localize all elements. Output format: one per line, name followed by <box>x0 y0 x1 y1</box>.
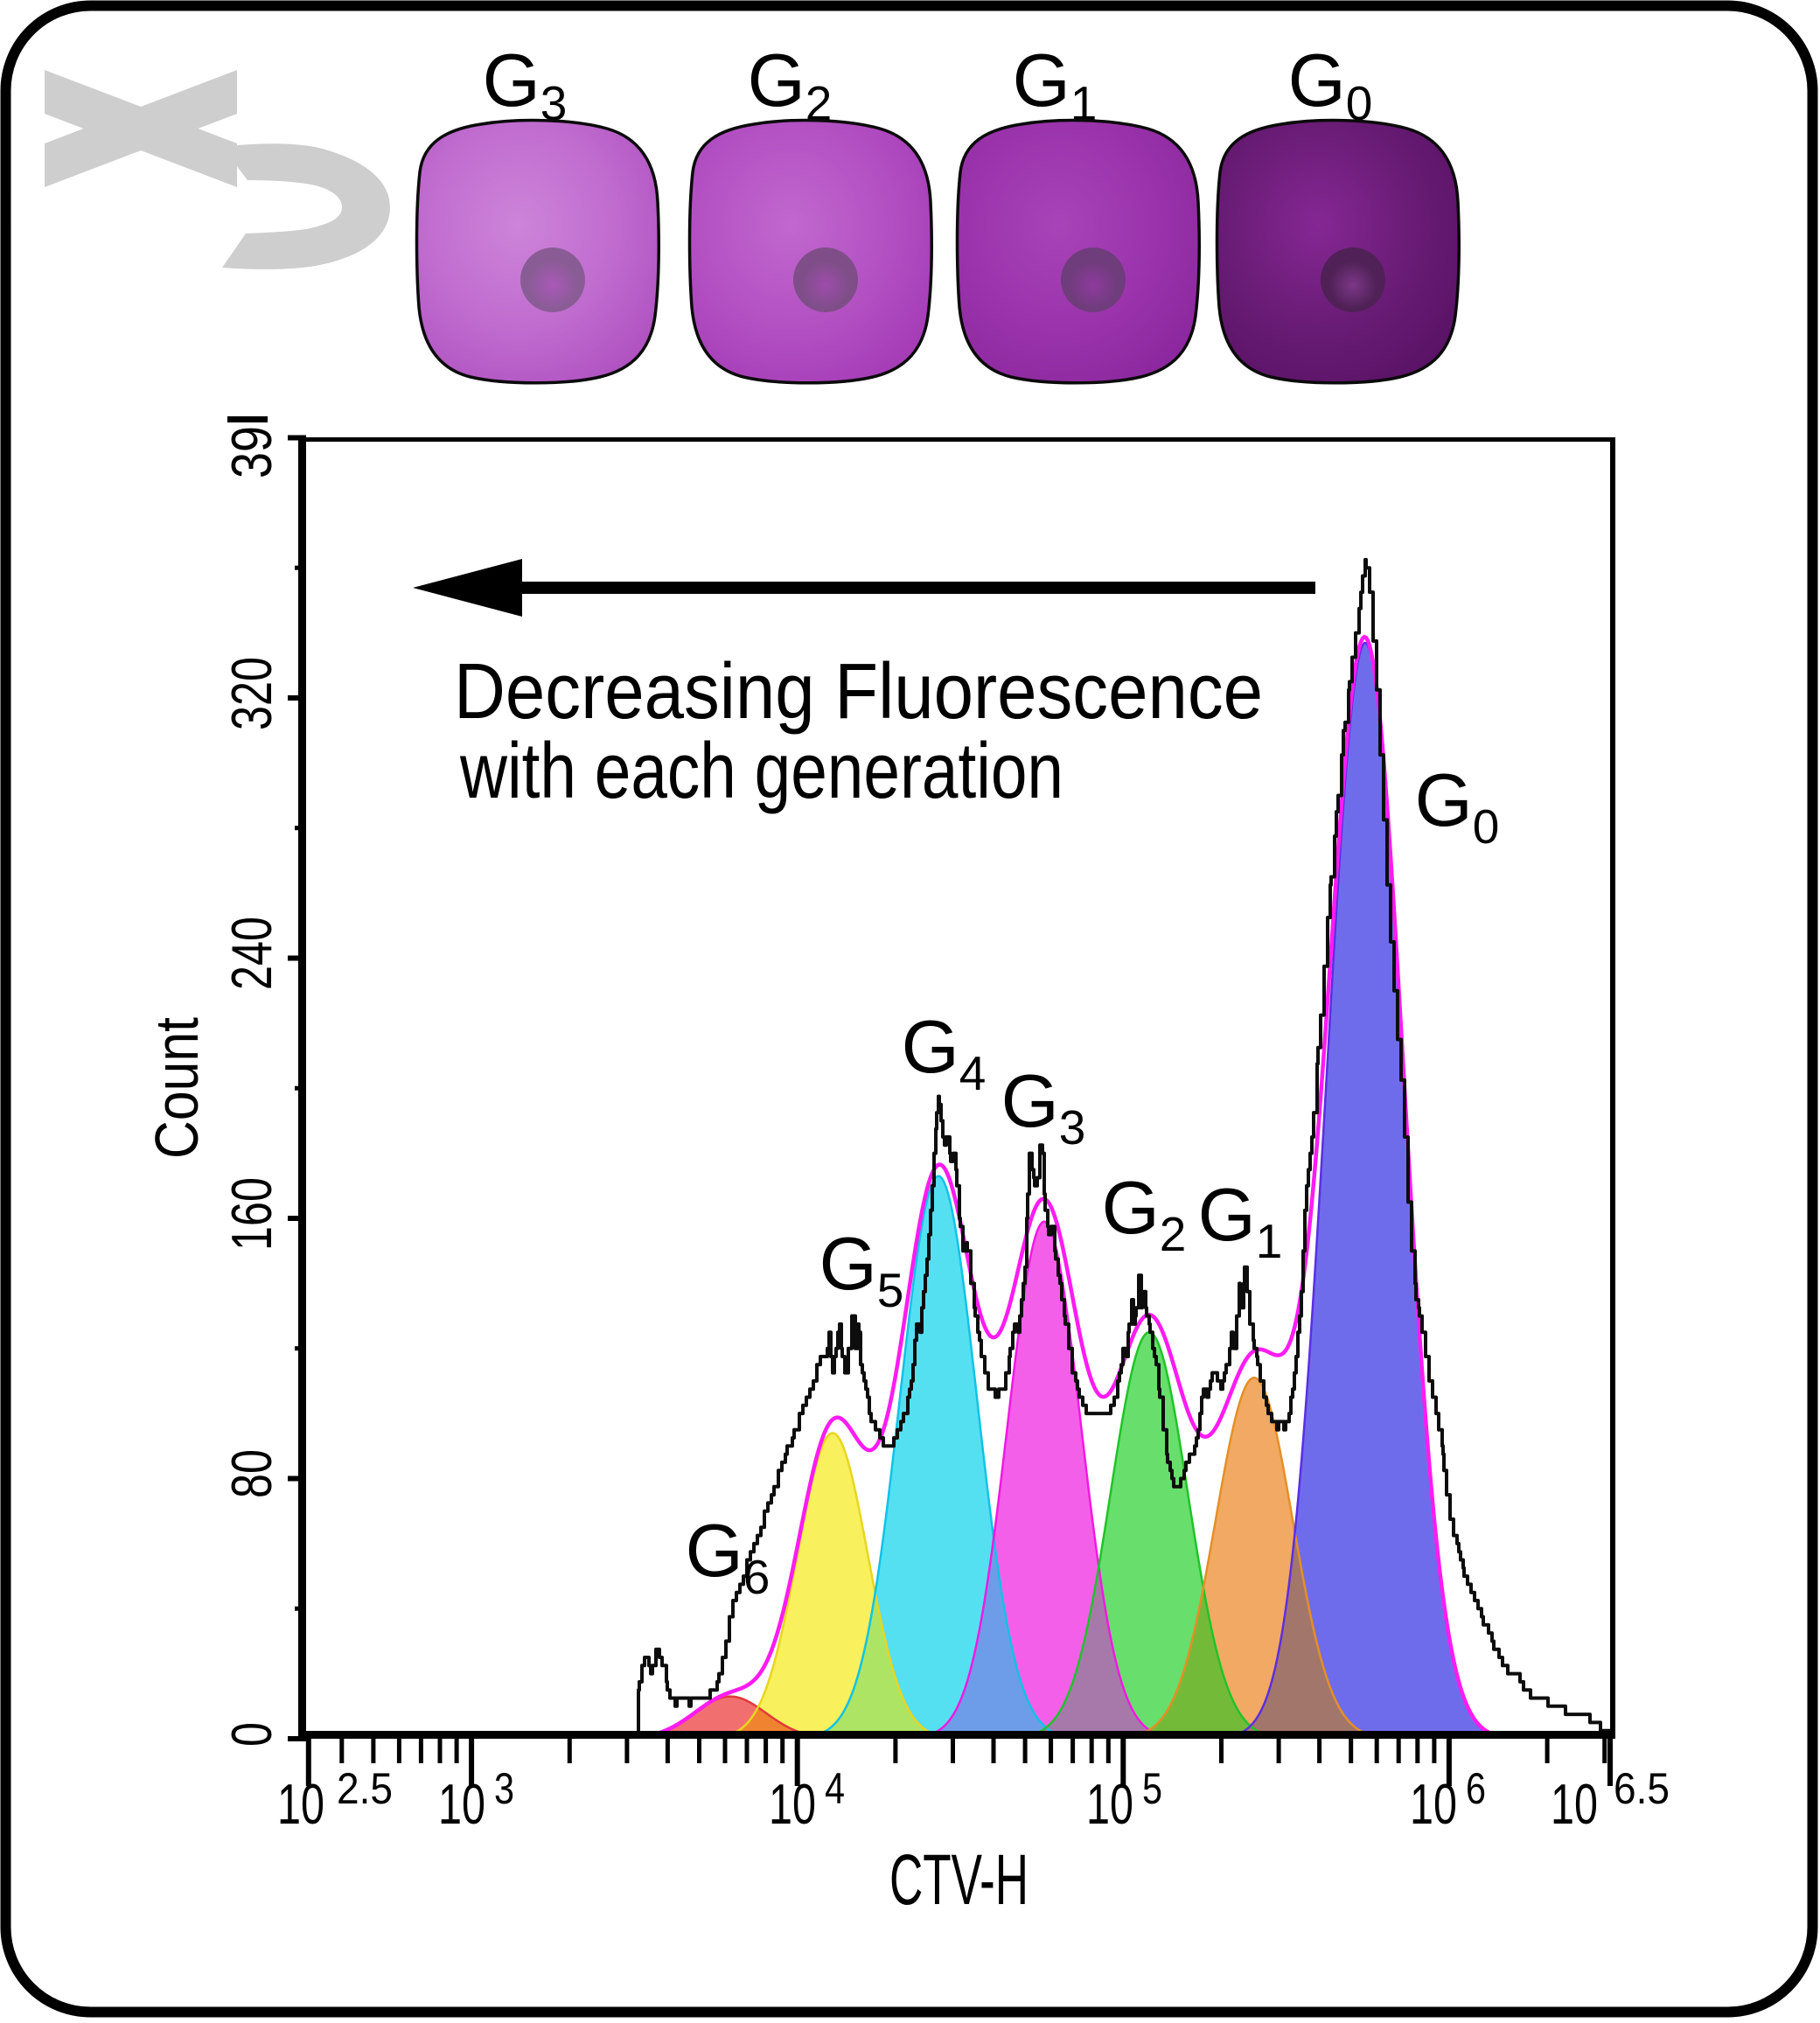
svg-text:G1: G1 <box>1198 1174 1283 1268</box>
svg-text:10: 10 <box>1551 1772 1598 1836</box>
svg-text:G6: G6 <box>686 1510 771 1604</box>
svg-text:5: 5 <box>1142 1764 1162 1813</box>
svg-text:6: 6 <box>1466 1764 1486 1813</box>
svg-text:10: 10 <box>769 1772 816 1836</box>
svg-text:Count: Count <box>143 1017 211 1159</box>
svg-text:Decreasing Fluorescence: Decreasing Fluorescence <box>454 648 1263 736</box>
svg-text:10: 10 <box>1086 1772 1133 1836</box>
svg-text:80: 80 <box>220 1449 283 1498</box>
svg-text:3: 3 <box>494 1764 514 1813</box>
svg-text:320: 320 <box>220 657 283 730</box>
svg-text:240: 240 <box>220 917 283 990</box>
svg-text:with each generation: with each generation <box>459 728 1063 815</box>
svg-text:4: 4 <box>825 1764 845 1813</box>
svg-text:10: 10 <box>277 1772 324 1836</box>
svg-text:10: 10 <box>438 1772 485 1836</box>
svg-text:39: 39 <box>220 426 283 478</box>
svg-text:2.5: 2.5 <box>337 1764 393 1813</box>
svg-text:6.5: 6.5 <box>1614 1764 1670 1813</box>
svg-text:CTV-H: CTV-H <box>889 1840 1029 1920</box>
svg-text:160: 160 <box>220 1177 283 1251</box>
svg-text:10: 10 <box>1410 1772 1457 1836</box>
svg-text:0: 0 <box>220 1722 283 1747</box>
